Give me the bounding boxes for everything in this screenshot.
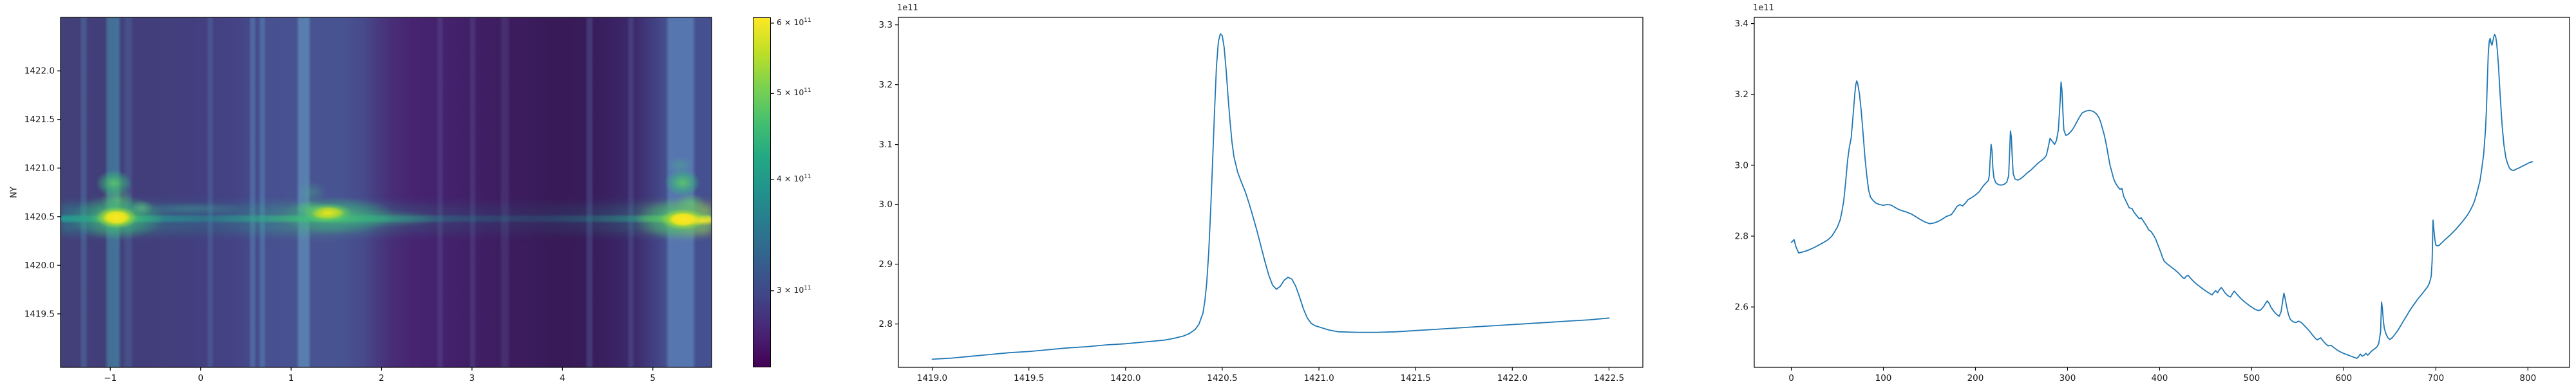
hotspot-wisp (321, 210, 444, 228)
hotspot-wisp (296, 181, 327, 203)
colorbar-tick-label: 6 × 1011 (777, 17, 811, 28)
hotspot-wisp (667, 156, 693, 174)
hotspot-blob (100, 187, 134, 213)
right-offset-text: 1e11 (1753, 3, 1774, 13)
heatmap-ylabel: NY (9, 187, 19, 198)
colorbar (753, 17, 771, 367)
middle-offset-text: 1e11 (897, 3, 918, 13)
heatmap-vertical-stripes (61, 17, 712, 367)
middle-line-panel (811, 0, 1668, 386)
colorbar-tick-label: 3 × 1011 (777, 284, 811, 295)
colorbar-tick-label: 5 × 1011 (777, 87, 811, 98)
heatmap-panel: NY (0, 0, 811, 386)
right-line-panel (1668, 0, 2576, 386)
heatmap-image (61, 17, 712, 367)
hotspot-blob (676, 193, 705, 212)
hotspot-wisp (138, 202, 247, 215)
colorbar-tick-label: 4 × 1011 (777, 174, 811, 184)
